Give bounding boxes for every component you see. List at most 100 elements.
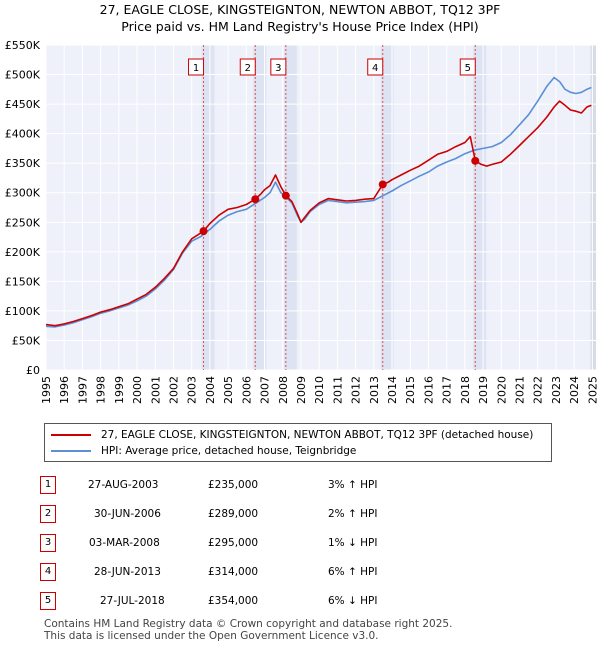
y-tick-label: £250K <box>5 216 41 229</box>
sale-price: £295,000 <box>208 536 259 549</box>
sale-label: 5 <box>465 63 471 74</box>
x-tick-label: 2014 <box>386 376 399 404</box>
sale-band <box>201 45 215 370</box>
footer-copyright: Contains HM Land Registry data © Crown c… <box>44 618 453 630</box>
table-row: 3 03-MAR-2008 £295,000 1% ↓ HPI <box>40 528 377 557</box>
y-tick-label: £350K <box>5 157 41 170</box>
sale-label-box <box>459 58 476 76</box>
x-tick-label: 2005 <box>222 376 235 404</box>
sale-label: 3 <box>275 63 281 74</box>
legend-line-property-icon <box>51 433 91 436</box>
sale-label-box <box>188 58 205 76</box>
sale-price: £314,000 <box>208 565 259 578</box>
sale-point <box>471 156 480 165</box>
sale-hpi-diff: 3% ↑ HPI <box>328 478 378 491</box>
sale-hpi-diff: 2% ↑ HPI <box>328 507 378 520</box>
sale-hpi-diff: 6% ↑ HPI <box>328 565 378 578</box>
x-tick-label: 1998 <box>95 376 108 404</box>
table-row: 5 27-JUL-2018 £354,000 6% ↓ HPI <box>40 586 377 615</box>
sale-point <box>251 195 260 204</box>
sale-price: £354,000 <box>208 594 259 607</box>
sale-band <box>380 45 394 370</box>
x-tick-label: 2000 <box>131 376 144 404</box>
sale-point <box>281 191 290 200</box>
x-tick-label: 2008 <box>277 376 290 404</box>
y-tick-label: £200K <box>5 246 41 259</box>
table-row: 4 28-JUN-2013 £314,000 6% ↑ HPI <box>40 557 377 586</box>
x-tick-label: 2012 <box>350 376 363 404</box>
sale-label: 4 <box>372 63 378 74</box>
sale-hpi-diff: 6% ↓ HPI <box>328 594 378 607</box>
x-tick-label: 2009 <box>295 376 308 404</box>
y-tick-label: £0 <box>26 364 40 377</box>
sale-marker-badge: 4 <box>40 562 56 581</box>
y-tick-label: £450K <box>5 98 41 111</box>
y-tick-label: £100K <box>5 305 41 318</box>
legend-label-hpi: HPI: Average price, detached house, Teig… <box>101 444 357 457</box>
y-tick-label: £50K <box>12 334 41 347</box>
sale-band <box>283 45 297 370</box>
sale-label: 2 <box>245 63 251 74</box>
x-tick-label: 1996 <box>58 376 71 404</box>
legend-label-property: 27, EAGLE CLOSE, KINGSTEIGNTON, NEWTON A… <box>101 428 534 441</box>
x-tick-label: 1995 <box>40 376 53 404</box>
x-tick-label: 1999 <box>113 376 126 404</box>
sale-date: 03-MAR-2008 <box>89 536 160 549</box>
plot-area <box>46 45 596 370</box>
x-tick-label: 2001 <box>149 376 162 404</box>
sale-label-box <box>270 58 287 76</box>
x-tick-label: 2003 <box>186 376 199 404</box>
sale-price: £289,000 <box>208 507 259 520</box>
sale-date: 30-JUN-2006 <box>94 507 161 520</box>
sale-date: 27-AUG-2003 <box>88 478 159 491</box>
y-tick-label: £500K <box>5 69 41 82</box>
x-tick-label: 2006 <box>240 376 253 404</box>
x-tick-label: 2013 <box>368 376 381 404</box>
x-tick-label: 2015 <box>404 376 417 404</box>
x-tick-label: 2007 <box>259 376 272 404</box>
sale-marker-badge: 1 <box>40 475 56 494</box>
x-tick-label: 2016 <box>422 376 435 404</box>
sale-date: 27-JUL-2018 <box>100 594 165 607</box>
x-tick-label: 2023 <box>550 376 563 404</box>
x-tick-label: 2025 <box>586 376 599 404</box>
sale-hpi-diff: 1% ↓ HPI <box>328 536 378 549</box>
x-tick-label: 2020 <box>495 376 508 404</box>
x-tick-label: 2011 <box>331 376 344 404</box>
sale-marker-badge: 3 <box>40 533 56 552</box>
sale-price: £235,000 <box>208 478 259 491</box>
x-tick-label: 2004 <box>204 376 217 404</box>
y-tick-label: £400K <box>5 128 41 141</box>
legend-item-hpi: HPI: Average price, detached house, Teig… <box>51 443 356 458</box>
price-chart: £0 £50K £100K £150K £200K £250K £300K £350K £400… <box>5 39 600 404</box>
x-tick-label: 2002 <box>167 376 180 404</box>
forecast-band <box>590 45 596 370</box>
x-tick-label: 2018 <box>459 376 472 404</box>
x-tick-label: 2024 <box>568 376 581 404</box>
x-tick-label: 1997 <box>76 376 89 404</box>
sale-point <box>378 180 387 189</box>
x-tick-label: 2022 <box>532 376 545 404</box>
sale-label: 1 <box>193 63 199 74</box>
x-tick-label: 2021 <box>514 376 527 404</box>
legend-line-hpi-icon <box>51 449 91 452</box>
chart-subtitle: Price paid vs. HM Land Registry's House … <box>121 19 479 34</box>
sale-point <box>199 227 208 236</box>
y-tick-label: £150K <box>5 275 41 288</box>
sale-band <box>253 45 267 370</box>
y-tick-label: £300K <box>5 187 41 200</box>
table-row: 2 30-JUN-2006 £289,000 2% ↑ HPI <box>40 499 377 528</box>
x-tick-label: 2010 <box>313 376 326 404</box>
x-tick-label: 2017 <box>441 376 454 404</box>
sale-marker-badge: 2 <box>40 504 56 523</box>
chart-legend: 27, EAGLE CLOSE, KINGSTEIGNTON, NEWTON A… <box>44 423 552 462</box>
sale-label-box <box>239 58 256 76</box>
footer-licence: This data is licensed under the Open Gov… <box>44 630 379 642</box>
legend-item-property: 27, EAGLE CLOSE, KINGSTEIGNTON, NEWTON A… <box>51 427 533 442</box>
sale-date: 28-JUN-2013 <box>94 565 161 578</box>
chart-title: 27, EAGLE CLOSE, KINGSTEIGNTON, NEWTON A… <box>99 2 501 17</box>
table-row: 1 27-AUG-2003 £235,000 3% ↑ HPI <box>40 470 377 499</box>
transactions-table: 1 27-AUG-2003 £235,000 3% ↑ HPI 2 30-JUN… <box>40 470 377 615</box>
y-tick-label: £550K <box>5 39 41 52</box>
sale-marker-badge: 5 <box>40 591 56 610</box>
